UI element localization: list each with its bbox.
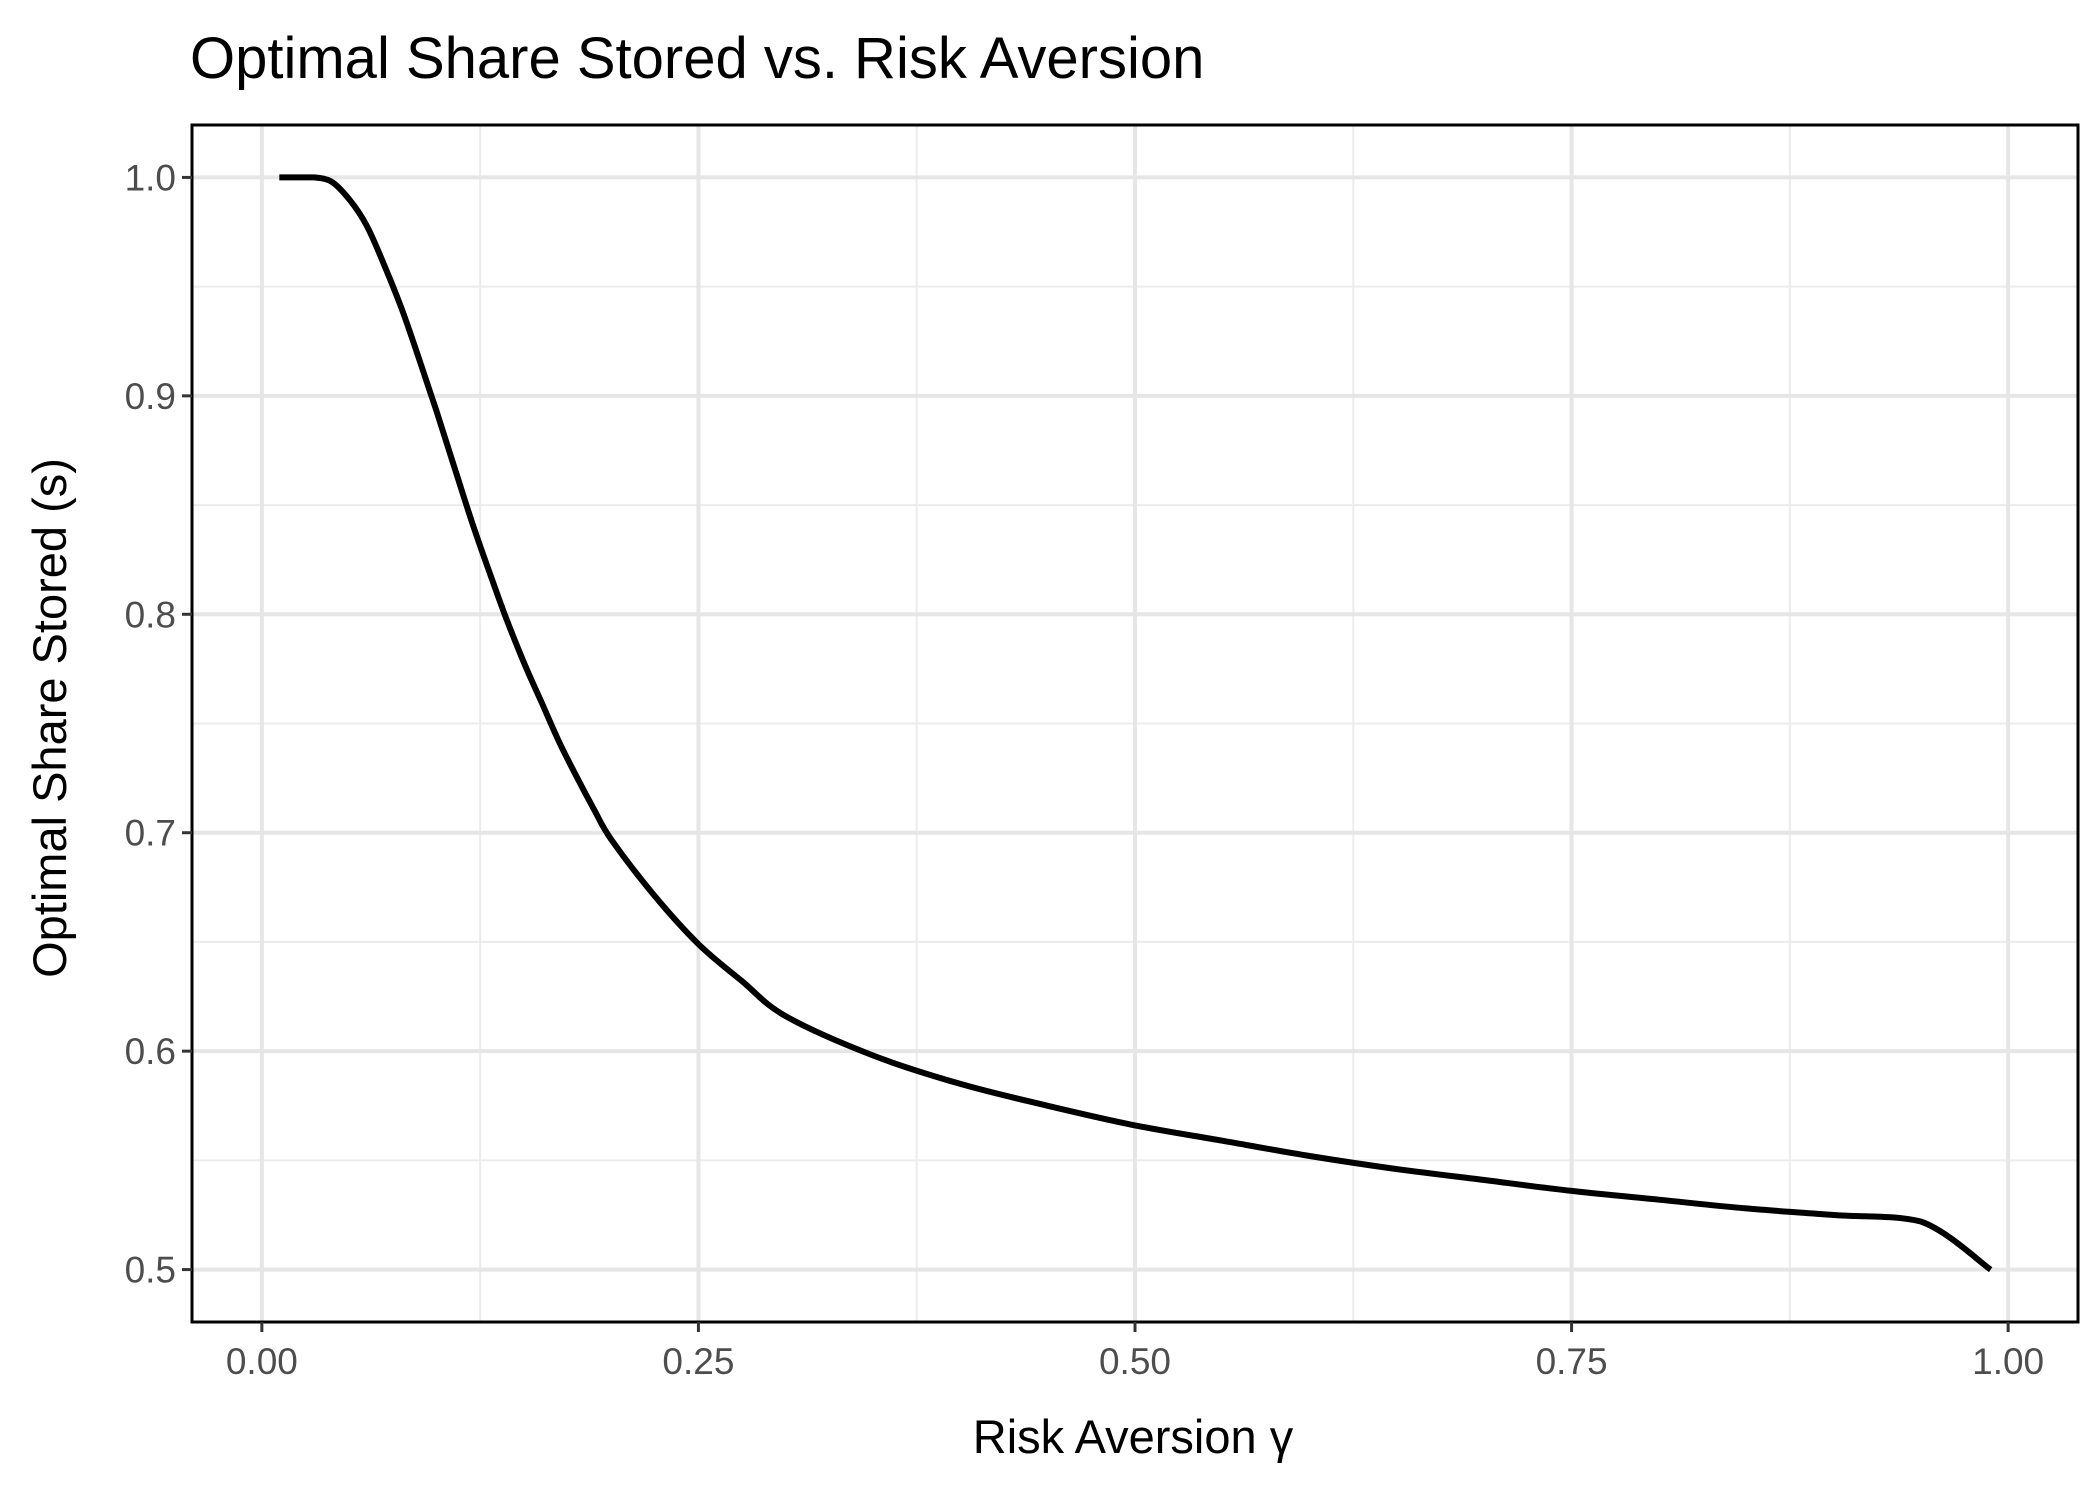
y-tick-label: 0.5 xyxy=(125,1250,176,1291)
x-axis: 0.00 0.25 0.50 0.75 1.00 xyxy=(226,1322,2044,1382)
x-tick-label: 0.50 xyxy=(1099,1341,1171,1382)
y-tick-label: 0.6 xyxy=(125,1031,176,1072)
y-tick-label: 0.7 xyxy=(125,813,176,854)
x-tick-label: 1.00 xyxy=(1972,1341,2044,1382)
x-axis-title: Risk Aversion γ xyxy=(973,1410,1294,1463)
x-tick-label: 0.25 xyxy=(662,1341,734,1382)
x-tick-label: 0.00 xyxy=(226,1341,298,1382)
series-line xyxy=(279,174,1993,1273)
y-tick-label: 0.9 xyxy=(125,376,176,417)
y-axis: 0.5 0.6 0.7 0.8 0.9 1.0 xyxy=(125,157,192,1291)
y-axis-title: Optimal Share Stored (s) xyxy=(23,458,76,978)
y-tick-label: 1.0 xyxy=(125,157,176,198)
major-gridlines xyxy=(192,125,2078,1322)
series-layer xyxy=(279,174,1993,1273)
x-tick-label: 0.75 xyxy=(1536,1341,1608,1382)
y-tick-label: 0.8 xyxy=(125,594,176,635)
chart-title: Optimal Share Stored vs. Risk Aversion xyxy=(190,26,1204,91)
